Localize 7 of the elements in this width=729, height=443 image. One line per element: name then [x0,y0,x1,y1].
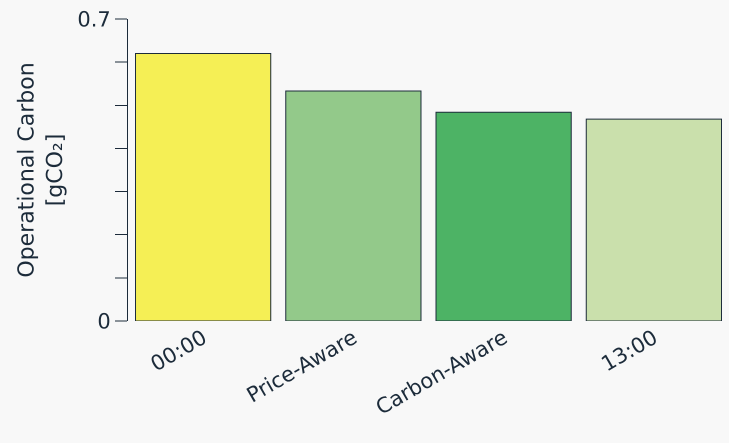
y-tick-label: 0 [97,309,111,334]
bar [135,53,272,321]
bar [285,90,422,321]
y-axis-title: Operational Carbon [gCO₂] [14,62,68,278]
bar [436,112,572,321]
y-tick-label: 0.7 [77,7,111,32]
bar [586,118,722,321]
